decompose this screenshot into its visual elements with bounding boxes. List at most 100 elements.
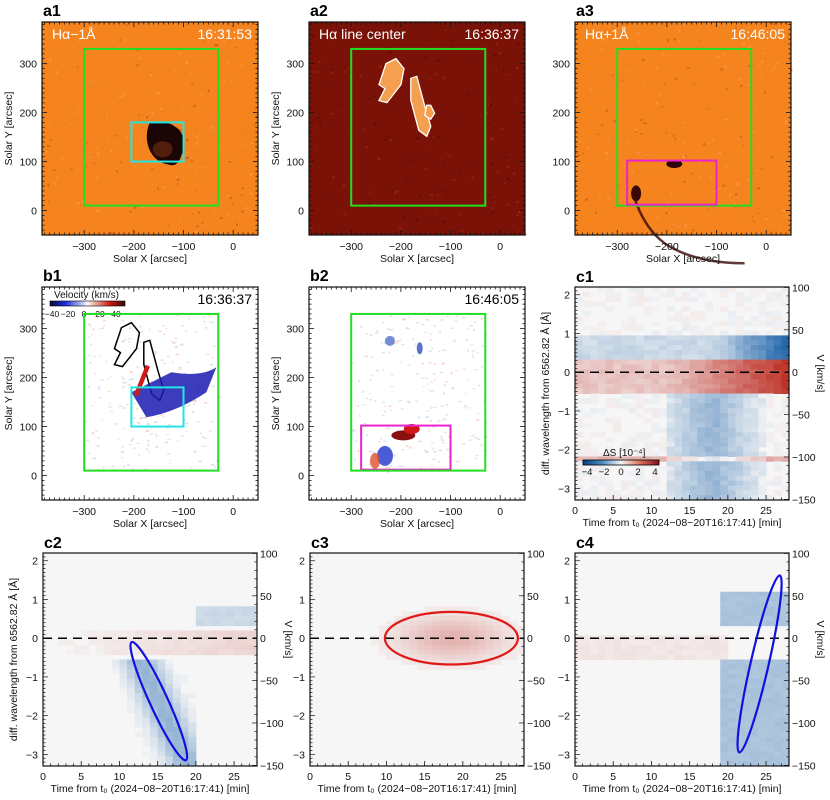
texture-speck — [373, 95, 376, 97]
heatmap-cell — [150, 751, 159, 757]
y-tick-label: −2 — [558, 445, 570, 457]
texture-speck — [608, 137, 610, 141]
texture-speck — [707, 142, 710, 144]
texture-speck — [130, 38, 133, 41]
heatmap-cell — [674, 466, 683, 472]
heatmap-cell — [409, 620, 418, 627]
heatmap-cell — [575, 417, 584, 424]
y-tick-label: −3 — [558, 749, 570, 761]
heatmap-cell — [659, 490, 668, 496]
heatmap-cell — [750, 761, 759, 767]
heatmap-cell — [773, 678, 782, 685]
heatmap-cell — [682, 316, 691, 322]
velocity-speck — [94, 372, 97, 375]
heatmap-cell — [172, 746, 182, 752]
heatmap-cell — [582, 649, 591, 656]
heatmap-cell — [620, 446, 629, 453]
velocity-speck — [424, 377, 428, 379]
texture-speck — [738, 87, 740, 89]
heatmap-cell — [590, 388, 599, 394]
texture-speck — [713, 190, 717, 193]
texture-speck — [329, 112, 333, 115]
velocity-speck — [129, 443, 132, 446]
heatmap-cell — [766, 330, 775, 336]
heatmap-cell — [424, 625, 433, 631]
heatmap-cell — [613, 456, 622, 462]
heatmap-cell — [636, 437, 645, 443]
heatmap-cell — [781, 664, 790, 670]
heatmap-cell — [689, 408, 698, 414]
texture-speck — [95, 176, 99, 179]
heatmap-cell — [605, 480, 614, 486]
heatmap-cell — [636, 654, 645, 660]
heatmap-cell — [720, 287, 729, 293]
heatmap-cell — [575, 466, 584, 472]
heatmap-cell — [651, 364, 660, 370]
heatmap-cell — [613, 417, 622, 424]
heatmap-cell — [447, 615, 456, 622]
heatmap-cell — [750, 611, 759, 617]
velocity-speck — [462, 316, 466, 319]
heatmap-cell — [773, 461, 782, 467]
velocity-speck — [401, 448, 405, 451]
heatmap-cell — [735, 388, 744, 394]
heatmap-cell — [455, 635, 464, 641]
heatmap-cell — [727, 374, 736, 380]
heatmap-cell — [195, 640, 204, 646]
heatmap-cell — [712, 345, 721, 351]
velocity-speck — [97, 437, 100, 439]
heatmap-cell — [424, 654, 433, 660]
heatmap-cell — [651, 490, 660, 496]
texture-speck — [160, 108, 163, 110]
heatmap-cell — [575, 495, 584, 501]
heatmap-cell — [781, 364, 790, 370]
heatmap-cell — [766, 340, 775, 346]
heatmap-cell — [735, 403, 744, 409]
heatmap-cell — [674, 437, 683, 443]
heatmap-cell — [704, 475, 714, 482]
heatmap-cell — [743, 335, 752, 341]
velocity-speck — [130, 439, 133, 442]
texture-speck — [674, 77, 678, 80]
heatmap-cell — [674, 374, 683, 380]
heatmap-cell — [605, 378, 614, 385]
heatmap-cell — [773, 427, 782, 433]
heatmap-cell — [674, 359, 683, 365]
heatmap-cell — [697, 649, 706, 656]
heatmap-cell — [743, 688, 752, 694]
texture-speck — [593, 31, 596, 34]
heatmap-cell — [582, 364, 591, 370]
heatmap-cell — [743, 591, 752, 598]
texture-speck — [235, 223, 238, 226]
heatmap-cell — [704, 640, 714, 646]
heatmap-cell — [758, 461, 767, 467]
heatmap-cell — [620, 640, 629, 646]
heatmap-cell — [766, 611, 775, 617]
texture-speck — [343, 179, 345, 182]
x-tick-label: −100 — [439, 241, 463, 253]
texture-speck — [710, 177, 713, 180]
texture-speck — [329, 46, 331, 49]
heatmap-cell — [704, 432, 714, 438]
heatmap-cell — [712, 364, 721, 370]
heatmap-cell — [720, 654, 729, 660]
heatmap-cell — [735, 678, 744, 685]
heatmap-cell — [773, 669, 782, 675]
heatmap-cell — [704, 369, 714, 375]
y2-tick-label: 100 — [792, 282, 810, 294]
heatmap-cell — [743, 620, 752, 627]
x-tick-label: 10 — [114, 771, 126, 783]
heatmap-cell — [697, 446, 706, 453]
velocity-speck — [171, 340, 173, 343]
texture-speck — [752, 161, 755, 163]
heatmap-cell — [605, 383, 614, 390]
y2-tick-label: 50 — [260, 591, 272, 603]
texture-speck — [761, 73, 763, 76]
velocity-speck — [211, 356, 214, 359]
heatmap-cell — [613, 296, 622, 303]
heatmap-cell — [781, 669, 790, 675]
panel-label-c2: c2 — [44, 535, 62, 552]
velocity-speck — [204, 326, 208, 329]
y2-axis-label: V [km/s] — [814, 355, 826, 393]
heatmap-cell — [720, 611, 729, 617]
